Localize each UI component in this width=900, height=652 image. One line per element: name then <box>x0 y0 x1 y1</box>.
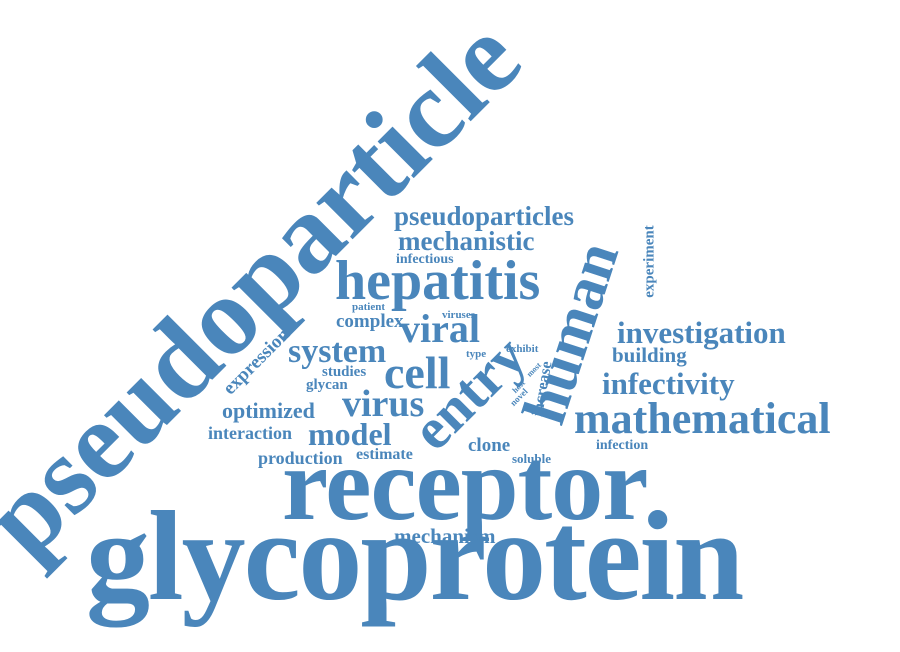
word-system: system <box>288 333 387 370</box>
word-clone: clone <box>468 435 511 456</box>
word-building: building <box>612 343 687 367</box>
word-pseudoparticles: pseudoparticles <box>394 201 575 231</box>
word-cell: cell <box>384 347 451 398</box>
word-infection: infection <box>596 438 649 453</box>
word-soluble: soluble <box>512 451 552 466</box>
word-complex: complex <box>336 311 404 332</box>
word-patient: patient <box>352 301 385 313</box>
word-mathematical: mathematical <box>574 394 831 443</box>
word-studies: studies <box>322 364 367 380</box>
word-hepatitis: hepatitis <box>335 250 541 312</box>
word-mechanistic: mechanistic <box>398 226 535 256</box>
word-type: type <box>466 348 487 360</box>
word-virus: virus <box>342 383 425 425</box>
word-viruses: viruses <box>442 309 475 321</box>
word-interaction: interaction <box>208 423 292 443</box>
word-estimate: estimate <box>356 446 413 463</box>
word-glycoprotein: glycoprotein <box>86 485 744 627</box>
word-exhibit: exhibit <box>506 343 539 355</box>
word-infectivity: infectivity <box>602 366 735 401</box>
word-mechanism: mechanism <box>394 524 496 548</box>
word-experiment: experiment <box>641 225 658 298</box>
word-viral: viral <box>400 306 480 351</box>
word-optimized: optimized <box>222 398 315 423</box>
word-investigation: investigation <box>617 315 786 350</box>
word-glycan: glycan <box>306 377 348 393</box>
word-receptor: receptor <box>282 427 648 542</box>
word-production: production <box>258 448 343 468</box>
word-model: model <box>308 416 392 452</box>
word-infectious: infectious <box>396 252 454 267</box>
